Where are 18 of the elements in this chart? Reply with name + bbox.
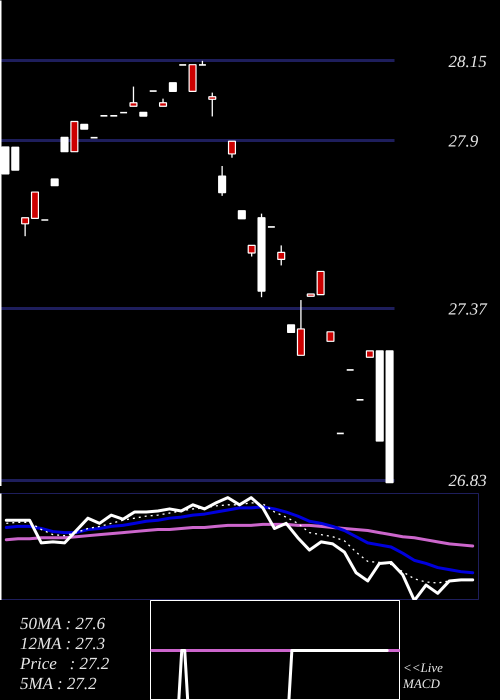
text: Price : 27.2 [20, 654, 110, 674]
candlestick [60, 136, 69, 152]
candlestick [248, 244, 256, 258]
candlestick [228, 140, 236, 158]
candlestick [218, 165, 226, 197]
text: 50MA : 27.6 [20, 614, 106, 634]
candlestick [326, 331, 335, 342]
candlestick [129, 86, 138, 107]
candlestick [277, 244, 286, 266]
candlestick [21, 217, 30, 237]
candlestick [208, 92, 216, 118]
y-tick-label: 26.83 [448, 471, 487, 490]
y-tick-label: 27.9 [448, 131, 479, 150]
text: 12MA : 27.3 [20, 634, 106, 654]
y-tick-label: 28.15 [448, 52, 487, 71]
y-tick-label: 27.37 [448, 300, 488, 319]
text: 5MA : 27.2 [20, 674, 98, 694]
text: <<Live MACD [402, 659, 444, 692]
